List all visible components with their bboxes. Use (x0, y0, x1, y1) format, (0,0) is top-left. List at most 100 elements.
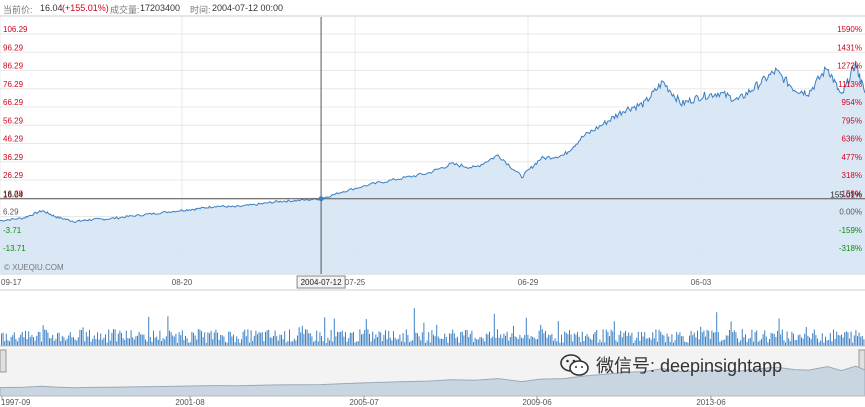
volume-bar (303, 333, 305, 346)
volume-bar (658, 329, 660, 346)
volume-bar (455, 338, 457, 346)
volume-bar (236, 336, 238, 346)
volume-bar (469, 333, 471, 346)
volume-bar (537, 339, 538, 346)
volume-bar (729, 330, 730, 346)
volume-bar (665, 342, 666, 346)
volume-bar (745, 334, 746, 346)
right-tick-label: -159% (839, 226, 862, 235)
volume-bar (522, 338, 524, 346)
volume-bar (753, 341, 754, 346)
volume-bar (657, 341, 658, 346)
volume-bar (717, 332, 719, 346)
volume-bar (215, 329, 217, 346)
navigator[interactable] (0, 348, 865, 397)
volume-bar (687, 342, 689, 346)
volume-bar (652, 332, 654, 346)
volume-bar (698, 339, 700, 346)
volume-bar (549, 335, 551, 346)
right-axis: 1590% 1431% 1272% 1113% 954% 795% 636% 477% 318%… (837, 25, 862, 253)
right-tick-label: 0.00% (839, 208, 862, 217)
volume-bar (751, 329, 753, 346)
navigator-handle-left (0, 349, 7, 373)
volume-bar (356, 341, 358, 346)
volume-bar (695, 337, 697, 346)
volume-bar (850, 331, 852, 346)
volume-bar (490, 338, 492, 346)
volume-bar (196, 339, 198, 346)
volume-bar (17, 341, 18, 346)
volume-bar (863, 339, 865, 346)
volume-bar (231, 336, 233, 346)
volume-bar (468, 337, 470, 346)
navigator-tick-label: 2001-08 (175, 398, 205, 407)
volume-bar (708, 330, 710, 346)
volume-bar (759, 340, 761, 346)
right-tick-label: 1113% (838, 80, 862, 89)
volume-bar (778, 318, 780, 346)
volume-bar (653, 338, 655, 346)
volume-bar (631, 332, 633, 346)
volume-bar (436, 324, 438, 346)
volume-bar (5, 333, 7, 346)
volume-bar (503, 333, 505, 346)
volume-bars (0, 289, 865, 347)
volume-bar (335, 336, 337, 346)
volume-bar (617, 342, 618, 346)
volume-bar (463, 335, 465, 346)
left-tick-label: -3.71 (3, 226, 22, 235)
volume-bar (844, 332, 846, 346)
volume-bar (319, 332, 321, 346)
volume-bar (793, 333, 794, 346)
volume-bar (372, 331, 374, 346)
volume-bar (297, 335, 298, 346)
volume-bar (338, 332, 340, 346)
volume-bar (487, 334, 489, 346)
navigator-tick-label: 2005-07 (349, 398, 379, 407)
volume-bar (636, 337, 638, 346)
volume-bar (394, 337, 396, 346)
x-tick-label: 06-29 (518, 278, 539, 287)
volume-bar (724, 339, 726, 346)
volume-bar (117, 333, 119, 346)
volume-bar (295, 340, 297, 346)
volume-bar (66, 338, 68, 346)
volume-bar (185, 335, 186, 346)
volume-bar (769, 339, 770, 346)
volume-bar (738, 342, 740, 346)
volume-bar (165, 336, 167, 346)
volume-bar (788, 338, 790, 346)
navigator-tick-label: 2013-06 (696, 398, 726, 407)
volume-bar (95, 339, 97, 346)
volume-bar (359, 329, 361, 346)
volume-bar (383, 334, 385, 346)
volume-bar (815, 335, 817, 346)
volume-bar (465, 330, 466, 346)
volume-bar (647, 338, 649, 346)
volume-bar (428, 332, 430, 346)
volume-bar (666, 333, 668, 346)
volume-bar (620, 330, 622, 346)
volume-bar (370, 341, 372, 346)
volume-bar (333, 318, 335, 346)
volume-bar (573, 333, 575, 346)
volume-bar (197, 329, 199, 346)
price-label: 当前价: (3, 5, 33, 15)
volume-bar (412, 340, 414, 346)
volume-bar (513, 326, 514, 346)
volume-bar (273, 336, 274, 346)
volume-bar (449, 333, 450, 346)
volume-bar (52, 335, 54, 346)
volume-bar (71, 337, 73, 346)
left-tick-label: 26.29 (3, 171, 24, 180)
volume-bar (317, 341, 319, 346)
volume-bar (580, 342, 582, 346)
volume-bar (572, 341, 574, 346)
volume-bar (18, 337, 20, 346)
volume-bar (754, 332, 756, 346)
volume-bar (741, 329, 743, 346)
left-tick-label: 66.29 (3, 98, 24, 107)
volume-bar (746, 341, 748, 346)
volume-bar (705, 336, 706, 346)
